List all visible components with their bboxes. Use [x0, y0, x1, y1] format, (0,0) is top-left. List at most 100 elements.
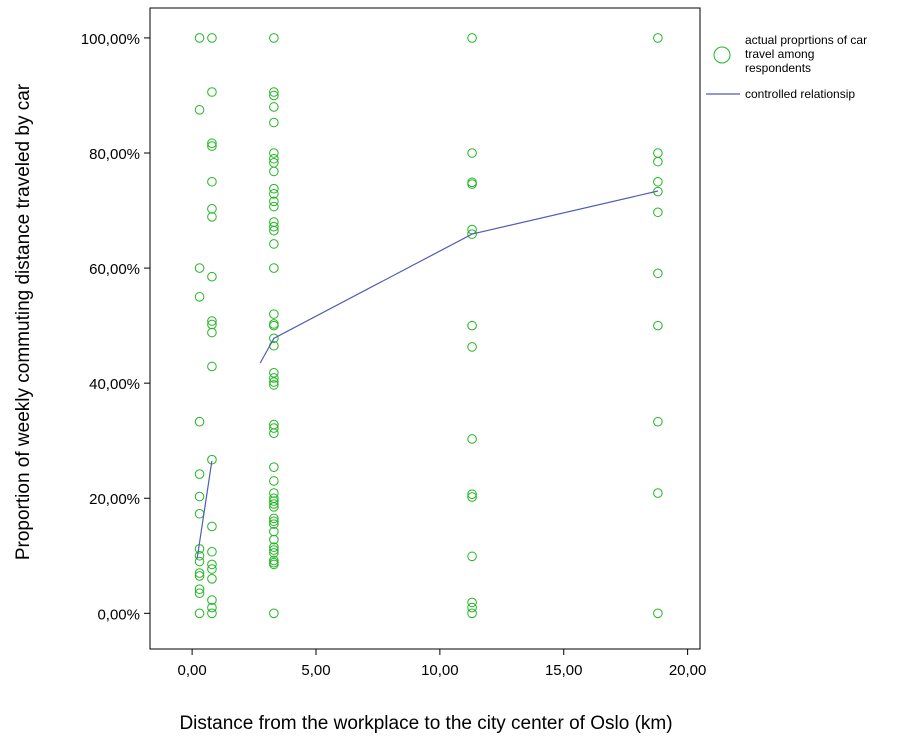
- data-point: [269, 559, 279, 570]
- data-point: [653, 156, 663, 167]
- data-point: [467, 602, 477, 613]
- data-point: [467, 320, 477, 331]
- x-axis-label: Distance from the workplace to the city …: [179, 713, 672, 734]
- data-point: [207, 176, 217, 187]
- data-point: [207, 521, 217, 532]
- data-point: [207, 608, 217, 619]
- data-point: [269, 516, 279, 527]
- legend-label-line: controlled relationsip: [745, 87, 855, 101]
- data-point: [207, 204, 217, 214]
- data-point: [269, 201, 279, 212]
- data-point: [653, 268, 663, 279]
- data-point: [269, 423, 279, 433]
- data-point: [269, 166, 279, 177]
- data-point: [207, 327, 217, 338]
- data-point: [269, 380, 279, 390]
- data-point: [207, 595, 217, 605]
- data-point: [467, 229, 477, 239]
- data-point: [269, 499, 279, 509]
- data-point: [194, 608, 205, 619]
- data-point: [467, 33, 477, 43]
- data-point: [269, 488, 279, 498]
- data-point: [194, 550, 205, 561]
- data-point: [207, 141, 217, 151]
- legend: actual proprtions of car travel among resp…: [706, 33, 867, 101]
- data-point: [269, 545, 279, 555]
- series-layer: [194, 33, 663, 619]
- fit-line-segment: [259, 190, 659, 364]
- data-point: [269, 428, 279, 439]
- data-point: [269, 608, 279, 619]
- data-point: [653, 608, 663, 619]
- y-axis-label: Proportion of weekly commuting distance …: [13, 83, 34, 560]
- data-point: [207, 316, 217, 326]
- data-point: [269, 534, 279, 545]
- data-point: [194, 33, 205, 43]
- data-point: [269, 462, 279, 472]
- data-point: [269, 542, 279, 552]
- data-point: [194, 491, 205, 502]
- x-axis-ticks: 0,00 5,00 10,00 15,00 20,00: [178, 649, 707, 679]
- data-point: [653, 416, 663, 427]
- data-point: [467, 148, 477, 158]
- data-point: [207, 87, 217, 97]
- data-point: [269, 502, 279, 512]
- y-tick-label: 80,00%: [89, 146, 140, 163]
- y-axis-ticks: 0,00% 20,00% 40,00% 60,00% 80,00% 100,00%: [81, 31, 150, 623]
- data-point: [194, 556, 205, 567]
- y-tick-label: 100,00%: [81, 31, 140, 48]
- data-point: [269, 373, 279, 383]
- data-point: [269, 225, 279, 236]
- data-point: [653, 207, 663, 218]
- data-point: [467, 179, 477, 189]
- data-point: [207, 559, 217, 570]
- data-point: [269, 196, 279, 207]
- data-point: [269, 153, 279, 164]
- data-point: [269, 87, 279, 97]
- data-point: [269, 368, 279, 378]
- data-point: [269, 476, 279, 486]
- data-point: [194, 588, 205, 598]
- data-point: [653, 488, 663, 498]
- data-point: [269, 33, 279, 43]
- data-point: [207, 319, 217, 330]
- data-point: [269, 117, 279, 128]
- data-point: [269, 263, 279, 273]
- data-point: [269, 333, 279, 344]
- data-point: [653, 320, 663, 331]
- data-point: [194, 584, 205, 594]
- data-point: [269, 526, 279, 537]
- data-point: [207, 33, 217, 43]
- data-point: [269, 148, 279, 158]
- data-point: [207, 564, 217, 574]
- y-tick-label: 20,00%: [89, 491, 140, 508]
- data-point: [207, 602, 217, 613]
- data-point: [269, 548, 279, 558]
- data-point: [269, 309, 279, 319]
- data-point: [194, 416, 205, 427]
- x-tick-label: 20,00: [669, 662, 707, 679]
- data-point: [269, 496, 279, 506]
- data-point: [207, 574, 217, 584]
- data-point: [269, 377, 279, 387]
- data-point: [194, 292, 205, 302]
- data-point: [194, 568, 205, 578]
- data-point: [207, 138, 217, 149]
- legend-symbol-circle: [713, 46, 731, 64]
- plot-frame: [149, 7, 701, 650]
- data-point: [207, 546, 217, 557]
- data-point: [269, 189, 279, 199]
- data-point: [467, 492, 477, 502]
- data-point: [467, 551, 477, 562]
- data-point: [194, 263, 205, 273]
- data-point: [653, 33, 663, 43]
- data-point: [207, 361, 217, 372]
- data-point: [467, 597, 477, 608]
- data-point: [207, 271, 217, 282]
- data-point: [269, 183, 279, 194]
- x-tick-label: 5,00: [301, 662, 330, 679]
- data-point: [467, 342, 477, 352]
- data-point: [653, 176, 663, 187]
- data-point: [467, 489, 477, 500]
